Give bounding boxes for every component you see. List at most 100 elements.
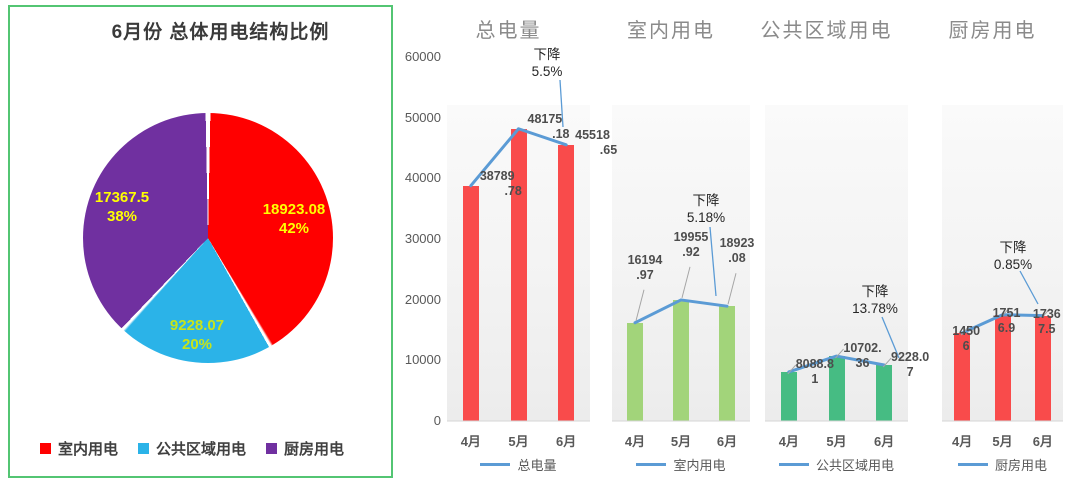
legend-item-indoor: 室内用电 [40, 438, 118, 459]
pie-slice-value: 18923.08 [262, 201, 326, 218]
legend-swatch-public-area [138, 443, 150, 454]
legend-label: 室内用电 [58, 441, 119, 458]
data-label-line2: 7 [906, 365, 914, 380]
annotation-line1: 下降 [533, 47, 561, 62]
pie-slice-percent: 38% [106, 208, 138, 225]
legend-line-swatch [636, 463, 667, 466]
y-axis-tick-label: 40000 [404, 170, 441, 186]
data-label-line2: .08 [728, 251, 746, 266]
bar [1034, 315, 1051, 421]
annotation-line2: 0.85% [993, 257, 1033, 272]
data-label: 19955.92 [668, 230, 714, 260]
x-axis-label: 6月 [1032, 434, 1053, 449]
legend-label: 厨房用电 [284, 441, 345, 458]
x-axis-label: 5月 [670, 434, 692, 449]
y-axis-tick-label: 10000 [404, 352, 441, 368]
bar [876, 365, 893, 421]
data-label-line2: 36 [855, 356, 870, 371]
pie-legend: 室内用电 公共区域用电 厨房用电 [40, 438, 344, 459]
legend-line-swatch [778, 463, 809, 466]
bar [994, 314, 1011, 421]
x-axis-label: 4月 [460, 434, 481, 449]
legend-label: 厨房用电 [994, 458, 1047, 473]
annotation-line1: 下降 [861, 284, 889, 299]
y-axis-tick-label: 60000 [404, 49, 441, 64]
x-axis-label: 6月 [874, 434, 895, 449]
data-label-line2: .65 [599, 142, 618, 157]
bar [510, 128, 527, 421]
bar [673, 299, 689, 421]
data-label: 48175.18 [528, 112, 570, 142]
chart-legend: 公共区域用电 [753, 455, 920, 474]
chart-legend: 室内用电 [600, 455, 762, 474]
annotation-line1: 下降 [692, 193, 720, 208]
pie-slice-label-kitchen: 17367.5 38% [95, 188, 149, 226]
x-axis-label: 5月 [992, 434, 1013, 449]
data-label: 1736 7.5 [1027, 307, 1067, 337]
chart-legend: 总电量 [435, 455, 602, 474]
data-label-line2: .92 [682, 244, 700, 259]
data-label-line2: .97 [636, 267, 654, 282]
data-label: 38789.78 [480, 169, 522, 199]
data-label-line1: 1736 [1032, 306, 1061, 321]
pie-slice-value: 17367.5 [94, 189, 150, 206]
data-label-line1: 9228.0 [891, 350, 930, 365]
x-axis-label: 6月 [716, 434, 738, 449]
pie-slice-percent: 42% [278, 220, 310, 237]
data-label: 9228.0 7 [886, 350, 934, 380]
data-label-line1: 19955 [673, 229, 709, 244]
legend-line-swatch [480, 463, 511, 466]
data-label-line2: 6.9 [997, 320, 1016, 335]
data-label-line1: 18923 [719, 236, 755, 251]
x-axis-label: 4月 [952, 434, 973, 449]
annotation: 下降 5.18% [687, 192, 725, 226]
annotation-line1: 下降 [999, 240, 1027, 255]
x-axis-label: 5月 [508, 434, 529, 449]
data-label-line2: .18 [552, 126, 570, 141]
pie-panel: 6月份 总体用电结构比例 18923.08 42% 9228.07 20% 17… [8, 5, 393, 478]
data-label-line1: 8088.8 [795, 356, 834, 371]
bar [462, 185, 479, 421]
data-label: 1751 6.9 [987, 306, 1027, 336]
plot-area [942, 105, 1063, 421]
data-label: 10702. 36 [839, 341, 887, 371]
pie-slice-percent: 20% [181, 336, 213, 353]
bar [558, 144, 575, 421]
data-label-line1: 45518 [575, 127, 610, 142]
legend-label: 总电量 [517, 458, 557, 473]
legend-swatch-indoor [40, 443, 51, 454]
legend-item-public-area: 公共区域用电 [138, 438, 246, 459]
data-label-line1: 38789 [479, 168, 515, 183]
y-axis-tick-label: 20000 [404, 291, 441, 307]
annotation: 下降 0.85% [994, 239, 1032, 273]
plot-area [612, 105, 750, 421]
pie-slice-value: 9228.07 [169, 317, 225, 334]
data-label-line1: 48175 [527, 111, 563, 126]
data-label-line2: 1 [811, 371, 819, 386]
chart-legend: 厨房用电 [930, 455, 1075, 474]
chart-title: 室内用电 [627, 20, 715, 42]
legend-label: 公共区域用电 [156, 441, 247, 458]
chart-title: 公共区域用电 [760, 20, 893, 42]
legend-item-kitchen: 厨房用电 [266, 438, 344, 459]
data-label-line2: .78 [504, 183, 522, 198]
data-label: 45518.65 [575, 128, 617, 158]
data-label: 8088.8 1 [791, 357, 839, 387]
legend-swatch-kitchen [266, 443, 278, 454]
bar [627, 322, 643, 421]
bar [954, 333, 971, 421]
pie-slice-label-public-area: 9228.07 20% [170, 316, 224, 354]
legend-line-swatch [957, 463, 988, 466]
plot-area [447, 105, 590, 421]
y-axis-tick-label: 30000 [404, 231, 441, 246]
pie-chart [83, 113, 333, 363]
chart-title: 厨房用电 [948, 20, 1037, 42]
y-axis-tick-label: 0 [433, 413, 441, 428]
annotation: 下降 13.78% [852, 283, 898, 317]
annotation-line2: 5.18% [686, 210, 726, 225]
bar [719, 306, 735, 421]
annotation-line2: 5.5% [531, 64, 563, 79]
data-label-line1: 10702. [843, 341, 882, 356]
pie-slice-label-indoor: 18923.08 42% [263, 200, 326, 238]
